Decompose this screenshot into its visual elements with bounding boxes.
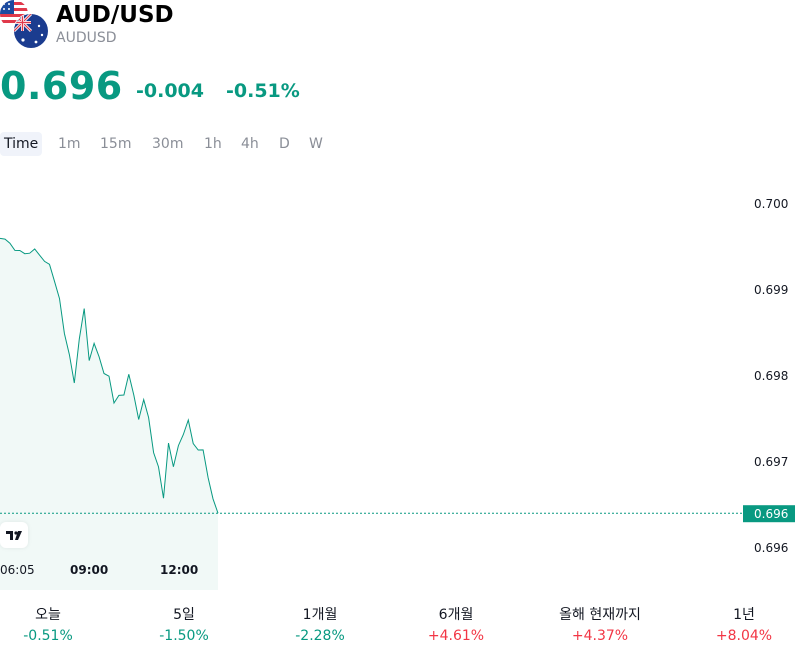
period-value: +4.37% [571,628,629,644]
price-series-line [0,237,219,514]
period-label: 오늘 [35,607,61,623]
period-ytd[interactable]: 올해 현재까지 +4.37% [530,604,670,646]
price-change: -0.004 [136,80,204,102]
y-tick-label: 0.696 [754,541,788,555]
price-chart-svg[interactable]: 0.700 0.699 0.698 0.697 0.696 06:05 09:00 12:0… [0,160,800,590]
tab-15m[interactable]: 15m [100,136,132,152]
tab-time[interactable]: Time [0,132,43,156]
price-chart[interactable]: 0.700 0.699 0.698 0.697 0.696 06:05 09:00 12:0… [0,160,800,590]
tab-1h[interactable]: 1h [204,136,222,152]
au-flag-icon [14,14,48,48]
price-change-percent: -0.51% [226,80,300,102]
tradingview-logo-icon[interactable] [0,522,28,548]
tab-d[interactable]: D [279,136,290,152]
period-label: 1년 [733,607,755,623]
period-5d[interactable]: 5일 -1.50% [114,604,254,646]
y-axis: 0.700 0.699 0.698 0.697 0.696 [754,197,788,555]
period-value: -1.50% [159,628,209,644]
period-value: -2.28% [295,628,345,644]
period-1m[interactable]: 1개월 -2.28% [250,604,390,646]
period-6m[interactable]: 6개월 +4.61% [386,604,526,646]
period-value: -0.51% [23,628,73,644]
tab-30m[interactable]: 30m [152,136,184,152]
x-axis: 06:05 09:00 12:00 [0,563,198,577]
y-tick-label: 0.699 [754,283,788,297]
last-price: 0.696 [0,64,123,108]
x-tick-label: 12:00 [160,563,198,577]
currency-flags-icon [0,0,50,50]
period-label: 1개월 [302,607,338,623]
tab-1m[interactable]: 1m [58,136,81,152]
y-tick-label: 0.700 [754,197,788,211]
period-label: 올해 현재까지 [559,607,641,623]
y-tick-label: 0.698 [754,369,788,383]
ticker-code: AUDUSD [56,30,117,46]
tab-w[interactable]: W [309,136,323,152]
x-tick-label: 06:05 [0,563,35,577]
period-1y[interactable]: 1년 +8.04% [674,604,800,646]
last-price-label-text: 0.696 [754,507,788,521]
tab-4h[interactable]: 4h [241,136,259,152]
timeframe-tabs: Time 1m 15m 30m 1h 4h D W [0,132,400,158]
period-value: +4.61% [427,628,485,644]
last-price-label: 0.696 [743,505,795,523]
last-price-label-bg [743,505,795,523]
period-label: 5일 [173,607,195,623]
period-value: +8.04% [715,628,773,644]
us-flag-icon [0,0,28,28]
quote-row: 0.696 -0.004 -0.51% [0,62,800,110]
performance-periods: 오늘 -0.51% 5일 -1.50% 1개월 -2.28% 6개월 +4.61… [0,604,800,660]
symbol-title: AUD/USD [56,2,174,28]
period-today[interactable]: 오늘 -0.51% [0,604,118,646]
price-area-fill [0,238,218,590]
y-tick-label: 0.697 [754,455,788,469]
x-tick-label: 09:00 [70,563,108,577]
symbol-header: AUD/USD AUDUSD [0,0,800,50]
period-label: 6개월 [438,607,474,623]
